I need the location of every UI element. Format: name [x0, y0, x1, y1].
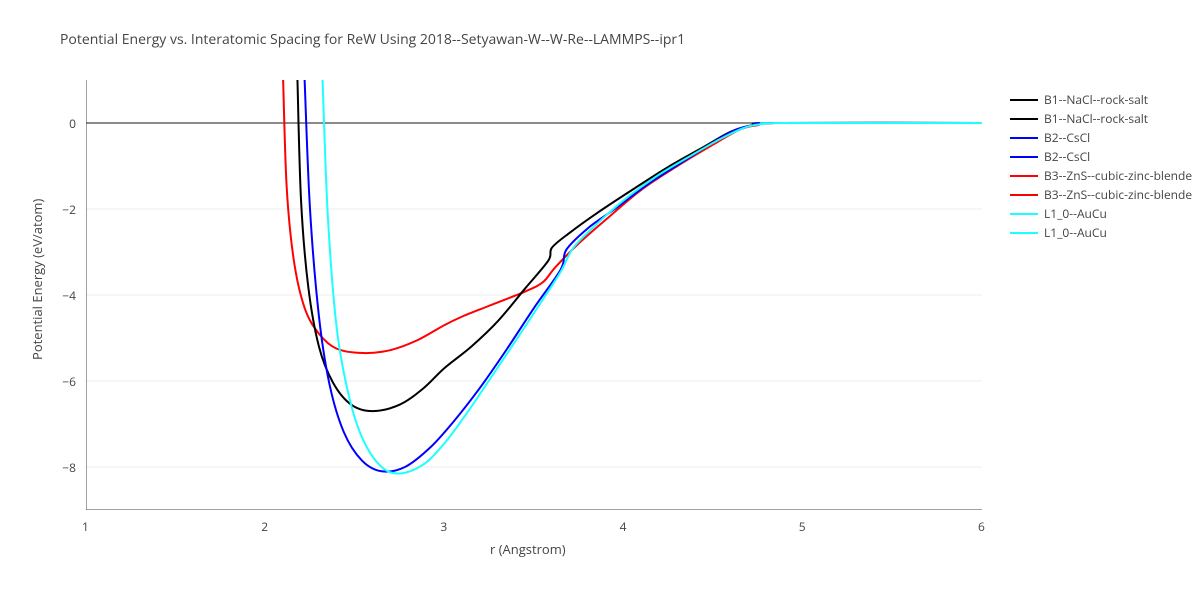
- legend-label: L1_0--AuCu: [1044, 224, 1107, 241]
- legend-item[interactable]: B2--CsCl: [1010, 147, 1192, 166]
- legend-swatch: [1010, 137, 1038, 139]
- legend-swatch: [1010, 175, 1038, 177]
- legend-label: B1--NaCl--rock-salt: [1044, 91, 1148, 108]
- plot-area: [86, 80, 982, 510]
- legend-swatch: [1010, 194, 1038, 196]
- series-L1_0--AuCu: [323, 80, 982, 474]
- y-axis-label: Potential Energy (eV/atom): [28, 199, 46, 360]
- x-tick-label: 1: [82, 518, 89, 535]
- legend-label: B3--ZnS--cubic-zinc-blende: [1044, 167, 1192, 184]
- legend-item[interactable]: B1--NaCl--rock-salt: [1010, 109, 1192, 128]
- legend-label: B2--CsCl: [1044, 148, 1090, 165]
- x-axis-label: r (Angstrom): [490, 540, 566, 558]
- legend-swatch: [1010, 99, 1038, 101]
- x-tick-label: 5: [799, 518, 806, 535]
- legend-swatch: [1010, 156, 1038, 158]
- y-tick-label: −2: [62, 201, 76, 218]
- legend-label: B3--ZnS--cubic-zinc-blende: [1044, 186, 1192, 203]
- legend: B1--NaCl--rock-salt B1--NaCl--rock-salt B2…: [1010, 90, 1192, 242]
- legend-item[interactable]: B3--ZnS--cubic-zinc-blende: [1010, 166, 1192, 185]
- y-tick-label: 0: [69, 115, 76, 132]
- legend-swatch: [1010, 118, 1038, 120]
- legend-label: B2--CsCl: [1044, 129, 1090, 146]
- y-tick-label: −4: [62, 287, 76, 304]
- x-tick-label: 6: [978, 518, 985, 535]
- legend-label: L1_0--AuCu: [1044, 205, 1107, 222]
- series-B3--ZnS--cubic-zinc-blende: [283, 80, 982, 353]
- series-B2--CsCl: [305, 80, 982, 472]
- legend-item[interactable]: B3--ZnS--cubic-zinc-blende: [1010, 185, 1192, 204]
- legend-swatch: [1010, 232, 1038, 234]
- legend-swatch: [1010, 213, 1038, 215]
- x-tick-label: 2: [261, 518, 268, 535]
- y-tick-label: −6: [62, 373, 76, 390]
- legend-item[interactable]: L1_0--AuCu: [1010, 204, 1192, 223]
- legend-item[interactable]: B2--CsCl: [1010, 128, 1192, 147]
- series-B1--NaCl--rock-salt: [297, 80, 982, 411]
- y-tick-label: −8: [62, 459, 76, 476]
- x-tick-label: 4: [620, 518, 627, 535]
- legend-item[interactable]: L1_0--AuCu: [1010, 223, 1192, 242]
- legend-item[interactable]: B1--NaCl--rock-salt: [1010, 90, 1192, 109]
- chart-title: Potential Energy vs. Interatomic Spacing…: [60, 30, 685, 49]
- legend-label: B1--NaCl--rock-salt: [1044, 110, 1148, 127]
- x-tick-label: 3: [440, 518, 447, 535]
